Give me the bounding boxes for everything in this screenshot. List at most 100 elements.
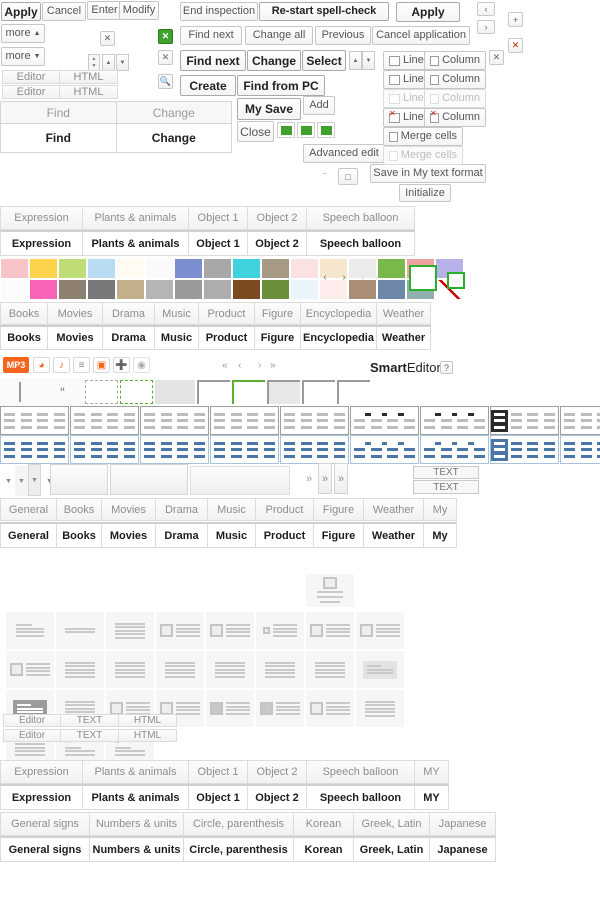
- find-change-bar-plain[interactable]: Find Change: [0, 101, 232, 124]
- editor-html-tabs-row1[interactable]: Editor HTML: [2, 70, 118, 84]
- tab-my[interactable]: My: [424, 498, 457, 521]
- caret-dropdown-4[interactable]: ▼: [43, 466, 56, 496]
- palette-prev-icon[interactable]: ‹: [323, 271, 327, 283]
- layout-thumb[interactable]: [256, 651, 304, 688]
- tab-weather[interactable]: Weather: [364, 498, 424, 521]
- tab-weather[interactable]: Weather: [364, 522, 424, 548]
- table-style-thumb[interactable]: [210, 406, 279, 435]
- thumb-pager-2[interactable]: »: [318, 463, 332, 494]
- tab-object-2-sel[interactable]: Object 2: [248, 230, 307, 256]
- tab-weather[interactable]: Weather: [377, 302, 431, 325]
- restart-spellcheck-button[interactable]: Re-start spell-check: [259, 2, 389, 21]
- table-style-thumb[interactable]: [490, 435, 559, 464]
- color-swatch[interactable]: [348, 258, 377, 279]
- color-swatch[interactable]: [377, 258, 406, 279]
- expression-bottom-tabs-plain[interactable]: Expression Plants & animals Object 1 Object…: [0, 760, 449, 784]
- expression-tabs-selected[interactable]: Expression Plants & animals Object 1 Obj…: [0, 230, 415, 256]
- find-next-button[interactable]: Find next: [180, 26, 242, 45]
- color-swatch[interactable]: [29, 258, 58, 279]
- tab-books[interactable]: Books: [0, 302, 48, 325]
- table-style-thumb[interactable]: [420, 435, 489, 464]
- layout-thumb[interactable]: [106, 651, 154, 688]
- find-cell-bold[interactable]: Find: [1, 124, 117, 152]
- layout-thumb[interactable]: [56, 651, 104, 688]
- frame-style-dashed-green[interactable]: [120, 380, 153, 404]
- color-swatch[interactable]: [145, 258, 174, 279]
- layout-thumb[interactable]: [256, 612, 304, 649]
- color-swatch[interactable]: [116, 258, 145, 279]
- find-change-bar-bold[interactable]: Find Change: [0, 124, 232, 153]
- close-x-icon[interactable]: ✕: [158, 50, 173, 65]
- table-styles-blue-row[interactable]: [0, 435, 600, 464]
- apply-2-button[interactable]: Apply: [396, 2, 460, 22]
- tab-editor[interactable]: Editor: [2, 70, 60, 84]
- tab-object-2[interactable]: Object 2: [248, 760, 307, 784]
- tab-speech-balloon[interactable]: Speech balloon: [307, 784, 415, 810]
- tab-movies[interactable]: Movies: [48, 325, 103, 350]
- general-tabs-plain[interactable]: General Books Movies Drama Music Product Figur…: [0, 498, 457, 521]
- dropdown-cell-1[interactable]: [50, 464, 108, 495]
- tab-plants-animals-sel[interactable]: Plants & animals: [83, 230, 189, 256]
- tab-general-signs[interactable]: General signs: [0, 812, 90, 836]
- editor-text-html-tabs-1[interactable]: Editor TEXT HTML: [3, 714, 177, 727]
- merge-cells-button[interactable]: Merge cells: [383, 127, 463, 146]
- color-swatch[interactable]: [174, 258, 203, 279]
- delete-column-button[interactable]: ✕ Column: [424, 108, 486, 127]
- table-style-thumb[interactable]: [70, 406, 139, 435]
- tab-movies[interactable]: Movies: [102, 498, 156, 521]
- tab-editor-b2[interactable]: Editor: [3, 729, 61, 742]
- tab-circle-parenthesis[interactable]: Circle, parenthesis: [184, 812, 294, 836]
- color-swatch[interactable]: [377, 279, 406, 300]
- color-swatch[interactable]: [290, 279, 319, 300]
- color-swatch[interactable]: [0, 279, 29, 300]
- frame-style-filled-corner[interactable]: [267, 380, 300, 404]
- selection-box-large[interactable]: [409, 265, 437, 291]
- tab-expression[interactable]: Expression: [0, 784, 83, 810]
- tab-html[interactable]: HTML: [60, 70, 118, 84]
- layout-thumb[interactable]: [356, 612, 404, 649]
- tab-text-b2[interactable]: TEXT: [61, 729, 119, 742]
- delete-red-x-icon[interactable]: ✕: [508, 38, 523, 53]
- tab-object-2[interactable]: Object 2: [248, 206, 307, 230]
- frame-style-corner-green[interactable]: [232, 380, 265, 404]
- search-icon[interactable]: 🔍: [158, 74, 173, 89]
- color-swatch[interactable]: [0, 258, 29, 279]
- dropdown-cell-3[interactable]: [190, 466, 290, 495]
- tab-my[interactable]: My: [424, 522, 457, 548]
- save-my-text-format-button[interactable]: Save in My text format: [370, 164, 486, 183]
- layout-thumb[interactable]: [6, 612, 54, 649]
- tab-my[interactable]: MY: [415, 760, 449, 784]
- media-pager-first[interactable]: «: [222, 360, 228, 371]
- tab-encyclopedia[interactable]: Encyclopedia: [301, 325, 377, 350]
- layout-thumb[interactable]: [6, 651, 54, 688]
- align-right-icon[interactable]: [317, 122, 335, 138]
- excel-green-icon[interactable]: ✕: [158, 29, 173, 44]
- headphone-icon[interactable]: ◕: [33, 357, 50, 373]
- frame-style-gray-fill[interactable]: [155, 380, 195, 404]
- layout-thumb[interactable]: [256, 690, 304, 727]
- column-button-1[interactable]: Column: [424, 51, 486, 70]
- color-swatch[interactable]: [174, 279, 203, 300]
- tab-plants-animals[interactable]: Plants & animals: [83, 784, 189, 810]
- tab-drama[interactable]: Drama: [156, 498, 208, 521]
- tab-encyclopedia[interactable]: Encyclopedia: [301, 302, 377, 325]
- table-style-thumb[interactable]: [140, 406, 209, 435]
- caret-dropdown-1[interactable]: ▼: [5, 477, 12, 485]
- expression-bottom-tabs-selected[interactable]: Expression Plants & animals Object 1 Object…: [0, 784, 449, 810]
- layout-thumb[interactable]: [206, 612, 254, 649]
- sign-tabs-plain[interactable]: General signs Numbers & units Circle, pare…: [0, 812, 496, 836]
- align-left-icon[interactable]: [277, 122, 295, 138]
- table-style-thumb[interactable]: [490, 406, 559, 435]
- dropdown-cell-2[interactable]: [110, 464, 188, 495]
- editor-html-tabs-row2[interactable]: Editor HTML: [2, 85, 118, 99]
- tab-object-1[interactable]: Object 1: [189, 760, 248, 784]
- table-styles-gray-row[interactable]: [0, 406, 600, 435]
- help-icon[interactable]: ?: [440, 361, 453, 374]
- tab-music[interactable]: Music: [155, 302, 199, 325]
- tab-plants-animals[interactable]: Plants & animals: [83, 206, 189, 230]
- tab-books[interactable]: Books: [57, 498, 102, 521]
- tab-japanese[interactable]: Japanese: [430, 836, 496, 862]
- stepper-up-button[interactable]: ▲: [102, 54, 115, 71]
- tab-general[interactable]: General: [0, 522, 57, 548]
- tab-object-2[interactable]: Object 2: [248, 784, 307, 810]
